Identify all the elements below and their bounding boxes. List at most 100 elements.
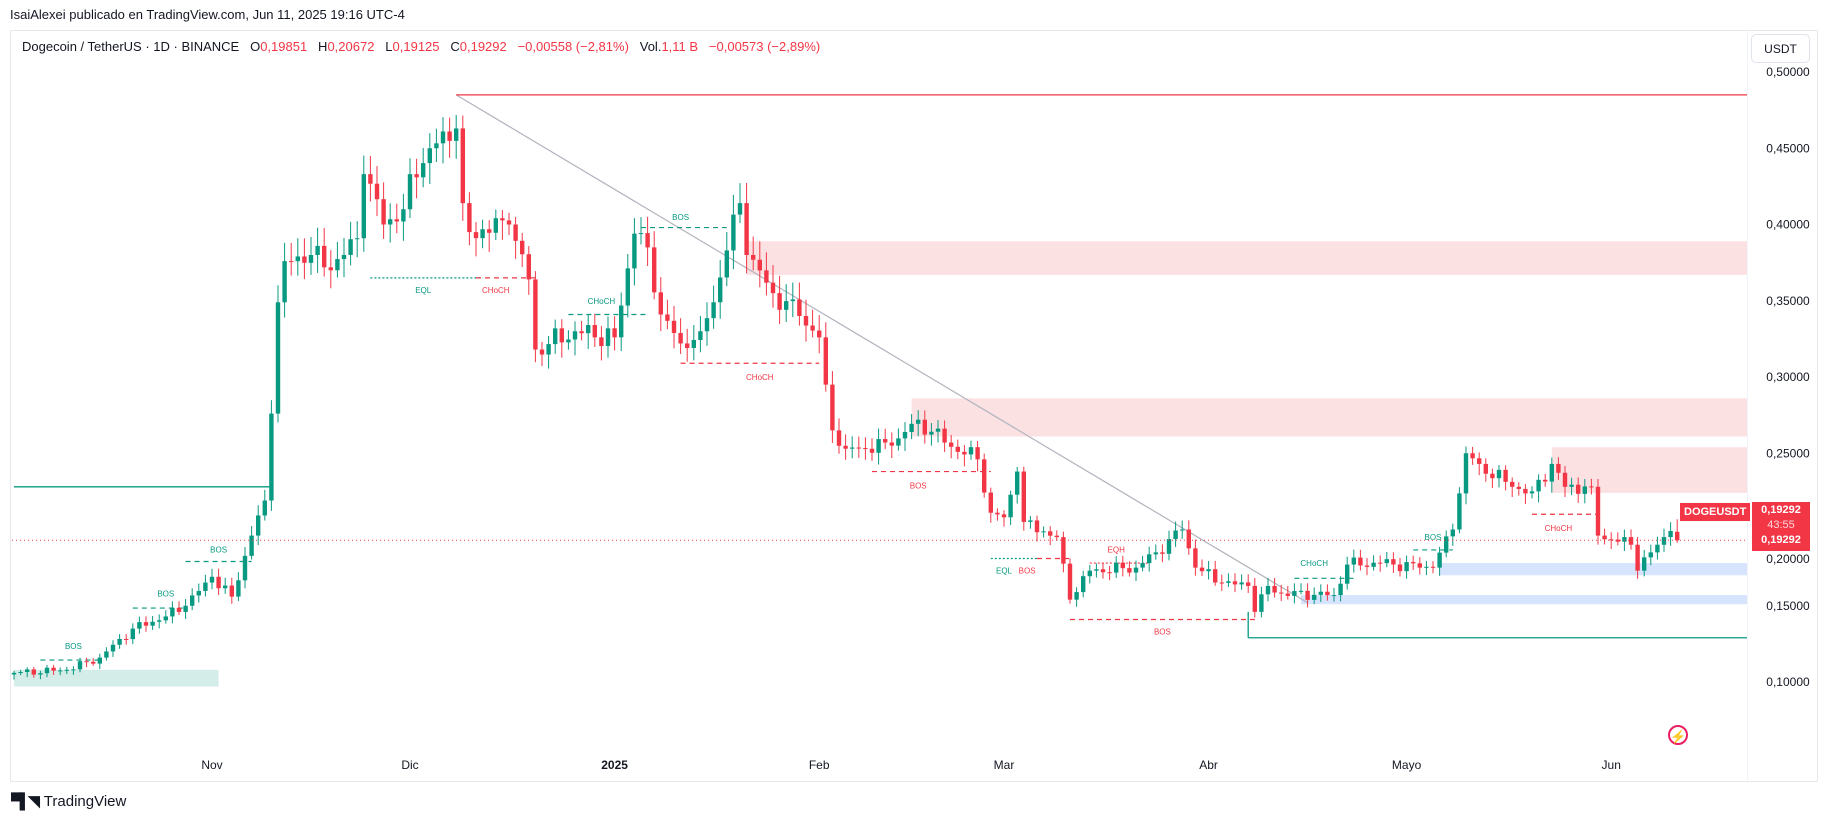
candle-body[interactable] [579, 331, 584, 334]
candle-body[interactable] [117, 638, 122, 645]
candle-body[interactable] [863, 448, 868, 450]
candle-body[interactable] [44, 667, 50, 674]
candle-body[interactable] [1589, 486, 1594, 488]
candle-body[interactable] [407, 174, 413, 210]
candle-body[interactable] [1114, 562, 1119, 573]
candle-body[interactable] [1048, 531, 1053, 536]
demand-green-zone[interactable] [14, 669, 219, 687]
candle-body[interactable] [460, 128, 465, 204]
demand-zone[interactable] [1301, 595, 1747, 605]
candle-body[interactable] [77, 661, 83, 670]
candle-body[interactable] [658, 292, 663, 315]
candle-body[interactable] [1378, 562, 1383, 564]
candle-body[interactable] [58, 670, 63, 672]
candle-body[interactable] [1536, 479, 1541, 492]
candle-body[interactable] [223, 585, 228, 589]
candle-body[interactable] [995, 512, 1000, 515]
candle-body[interactable] [678, 332, 683, 344]
candle-body[interactable] [592, 325, 597, 338]
demand-zone[interactable] [1439, 563, 1747, 576]
candle-body[interactable] [1668, 531, 1673, 538]
candle-body[interactable] [1371, 562, 1376, 567]
candle-body[interactable] [1529, 491, 1535, 494]
candle-body[interactable] [1384, 559, 1389, 564]
candle-body[interactable] [1411, 562, 1416, 564]
candle-body[interactable] [1305, 590, 1310, 600]
candle-body[interactable] [1239, 582, 1244, 585]
candle-body[interactable] [1140, 563, 1145, 568]
candle-body[interactable] [1655, 544, 1660, 553]
candle-body[interactable] [790, 299, 795, 302]
candle-body[interactable] [1397, 564, 1403, 572]
candle-body[interactable] [414, 174, 419, 178]
candle-body[interactable] [176, 607, 182, 612]
candle-body[interactable] [1173, 530, 1178, 540]
candle-body[interactable] [1602, 535, 1607, 540]
candle-body[interactable] [1635, 544, 1640, 571]
candle-body[interactable] [25, 669, 30, 673]
candle-body[interactable] [18, 672, 23, 674]
candle-body[interactable] [1325, 591, 1330, 596]
candle-body[interactable] [572, 331, 578, 340]
candle-body[interactable] [737, 203, 743, 215]
candle-body[interactable] [823, 337, 828, 385]
candle-body[interactable] [968, 447, 974, 455]
candle-body[interactable] [137, 622, 142, 629]
candle-body[interactable] [361, 174, 366, 239]
candle-body[interactable] [1582, 486, 1587, 494]
candle-body[interactable] [130, 628, 135, 640]
candle-body[interactable] [612, 328, 617, 338]
candle-body[interactable] [308, 255, 314, 263]
candle-body[interactable] [982, 459, 987, 493]
candle-body[interactable] [421, 163, 426, 178]
candle-body[interactable] [269, 413, 274, 501]
candle-body[interactable] [124, 638, 129, 640]
candle-body[interactable] [1153, 552, 1158, 555]
candle-body[interactable] [513, 224, 518, 241]
candle-body[interactable] [183, 605, 188, 612]
candle-body[interactable] [1437, 552, 1442, 568]
candle-body[interactable] [638, 233, 644, 235]
candle-body[interactable] [698, 331, 703, 340]
candle-body[interactable] [170, 607, 175, 617]
candle-body[interactable] [1463, 453, 1469, 494]
trendline[interactable] [455, 94, 1308, 604]
candle-body[interactable] [1503, 469, 1508, 482]
candle-body[interactable] [1556, 463, 1561, 473]
candle-body[interactable] [322, 245, 327, 268]
candle-body[interactable] [1180, 529, 1185, 531]
candle-body[interactable] [836, 430, 842, 446]
candle-body[interactable] [546, 344, 551, 355]
candle-body[interactable] [1661, 537, 1667, 545]
candle-body[interactable] [526, 254, 531, 280]
candle-body[interactable] [1318, 591, 1323, 595]
candle-body[interactable] [256, 515, 261, 536]
candle-body[interactable] [1457, 493, 1462, 530]
candle-body[interactable] [295, 256, 300, 262]
candle-body[interactable] [275, 302, 281, 414]
candle-body[interactable] [427, 148, 432, 164]
candle-body[interactable] [757, 259, 762, 271]
candle-body[interactable] [1206, 569, 1211, 572]
candle-body[interactable] [1569, 484, 1574, 487]
candle-body[interactable] [31, 669, 36, 675]
candle-body[interactable] [1628, 537, 1634, 545]
candle-body[interactable] [869, 448, 875, 453]
candle-body[interactable] [110, 644, 116, 652]
candle-body[interactable] [1094, 569, 1099, 571]
candle-body[interactable] [315, 245, 320, 255]
candle-body[interactable] [1061, 537, 1066, 564]
candle-body[interactable] [302, 256, 307, 263]
candle-body[interactable] [209, 576, 215, 583]
candle-body[interactable] [51, 667, 56, 671]
candle-body[interactable] [1133, 567, 1139, 573]
candle-body[interactable] [942, 428, 947, 443]
candle-body[interactable] [282, 261, 287, 303]
candle-body[interactable] [1226, 581, 1231, 583]
candle-body[interactable] [1642, 557, 1647, 571]
candle-body[interactable] [1562, 472, 1568, 487]
candle-body[interactable] [777, 293, 782, 310]
candle-body[interactable] [71, 669, 76, 671]
candle-body[interactable] [473, 232, 479, 239]
candle-body[interactable] [1087, 570, 1092, 577]
